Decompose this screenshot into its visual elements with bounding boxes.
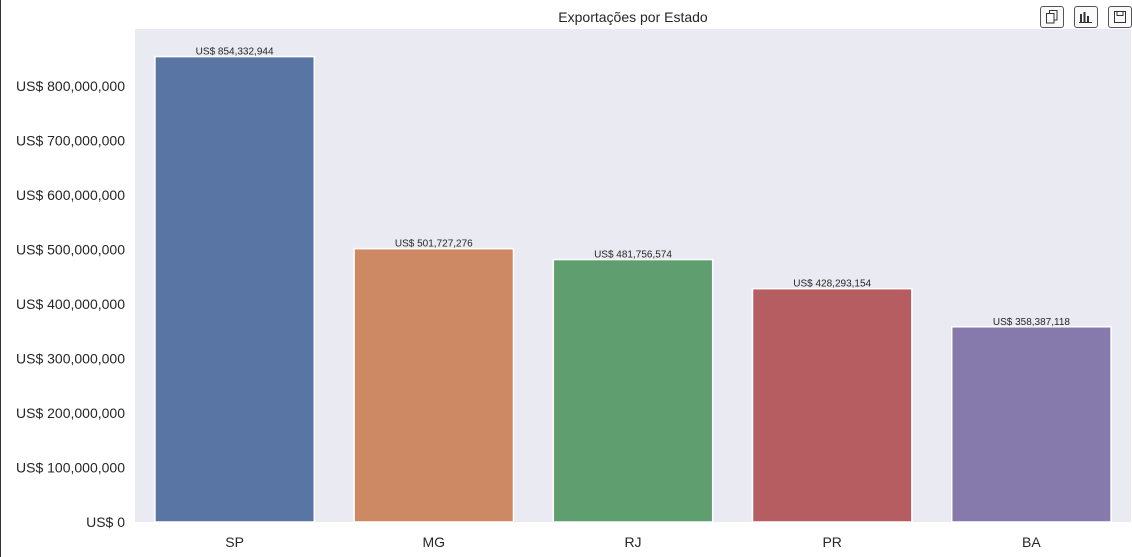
x-tick-label: SP xyxy=(225,534,244,550)
save-button[interactable] xyxy=(1108,6,1132,28)
chart-toolbar xyxy=(1040,6,1132,28)
copy-icon xyxy=(1046,10,1058,24)
copy-button[interactable] xyxy=(1040,6,1064,28)
y-tick-label: US$ 400,000,000 xyxy=(16,296,125,312)
y-tick-label: US$ 800,000,000 xyxy=(16,78,125,94)
data-label: US$ 854,332,944 xyxy=(196,47,274,58)
bar-sp xyxy=(154,55,316,523)
bar-ba xyxy=(950,326,1112,523)
x-tick-label: BA xyxy=(1022,534,1041,550)
data-label: US$ 358,387,118 xyxy=(993,317,1071,328)
chart-title: Exportações por Estado xyxy=(558,9,708,25)
y-tick-label: US$ 300,000,000 xyxy=(16,351,125,367)
data-label: US$ 501,727,276 xyxy=(395,239,473,250)
y-tick-label: US$ 700,000,000 xyxy=(16,133,125,149)
bar-chart-icon xyxy=(1079,12,1092,23)
bar-mg xyxy=(353,247,515,523)
x-tick-label: RJ xyxy=(624,534,641,550)
save-icon xyxy=(1114,11,1126,23)
x-tick-label: MG xyxy=(423,534,446,550)
x-tick-label: PR xyxy=(822,534,841,550)
y-tick-label: US$ 600,000,000 xyxy=(16,187,125,203)
y-tick-label: US$ 200,000,000 xyxy=(16,405,125,421)
y-tick-label: US$ 500,000,000 xyxy=(16,242,125,258)
data-label: US$ 481,756,574 xyxy=(594,250,672,261)
bar-rj xyxy=(552,258,714,523)
bar-pr xyxy=(751,287,913,523)
y-tick-label: US$ 0 xyxy=(86,514,125,530)
y-tick-label: US$ 100,000,000 xyxy=(16,460,125,476)
chart-view-button[interactable] xyxy=(1074,6,1098,28)
data-label: US$ 428,293,154 xyxy=(793,279,871,290)
